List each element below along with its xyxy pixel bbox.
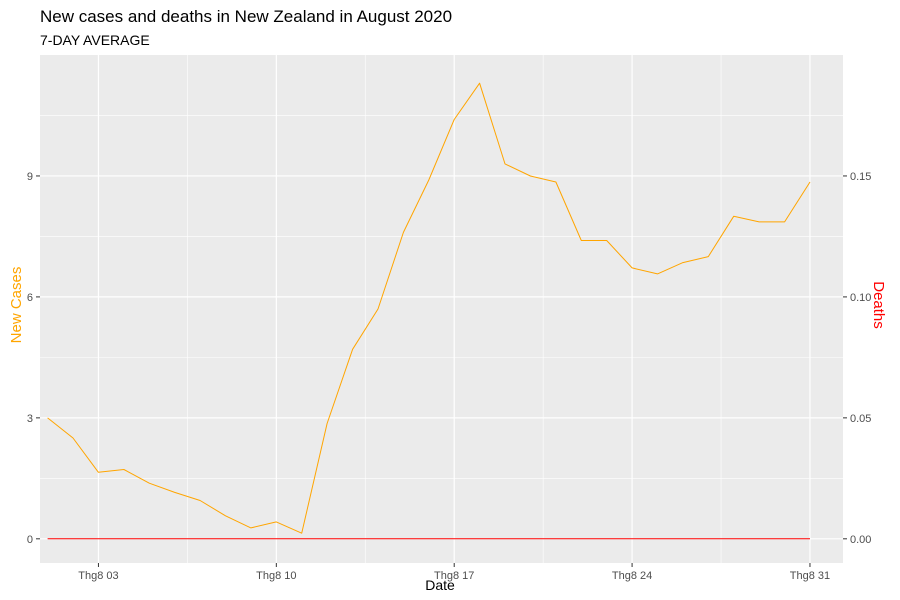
- x-axis-title: Date: [425, 577, 455, 593]
- grid-minor: [40, 55, 843, 563]
- y-left-tick-label: 3: [27, 413, 33, 425]
- y-axis-title-left: New Cases: [8, 267, 25, 344]
- y-axis-title-right: Deaths: [870, 281, 887, 329]
- y-left-tick-label: 9: [27, 171, 33, 183]
- chart-subtitle: 7-DAY AVERAGE: [40, 32, 150, 48]
- y-right-tick-label: 0.15: [850, 171, 871, 183]
- y-left-tick-label: 6: [27, 292, 33, 304]
- tick-layer: Thg8 03 Thg8 10 Thg8 17 Thg8 24 Thg8 31 0 3 6 9 0…: [27, 171, 872, 582]
- y-left-tick-label: 0: [27, 534, 33, 546]
- y-right-tick-label: 0.05: [850, 413, 871, 425]
- y-right-tick-label: 0.00: [850, 534, 871, 546]
- x-tick-label: Thg8 24: [612, 570, 652, 582]
- chart-title: New cases and deaths in New Zealand in A…: [40, 7, 452, 26]
- x-tick-label: Thg8 03: [78, 570, 118, 582]
- x-tick-label: Thg8 17: [434, 570, 474, 582]
- x-tick-label: Thg8 31: [790, 570, 830, 582]
- series-layer: [47, 82, 811, 540]
- y-right-tick-label: 0.10: [850, 292, 871, 304]
- x-tick-label: Thg8 10: [256, 570, 296, 582]
- new-cases-line: [47, 82, 811, 534]
